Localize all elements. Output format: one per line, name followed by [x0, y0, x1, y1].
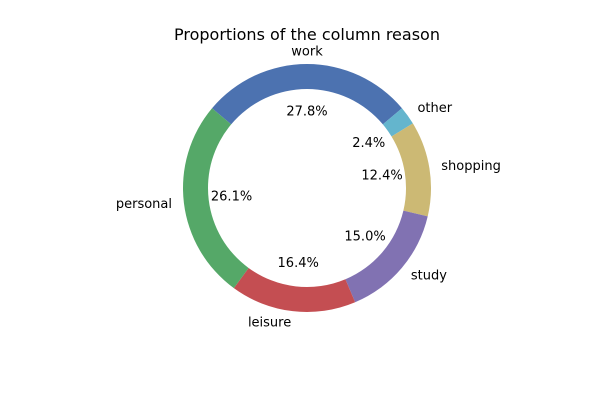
- slice-shopping: [391, 123, 431, 217]
- percent-label-shopping: 12.4%: [361, 169, 402, 184]
- slice-personal: [183, 108, 249, 289]
- category-label-other: other: [417, 101, 452, 116]
- slice-other: [382, 108, 413, 137]
- percent-label-work: 27.8%: [286, 105, 327, 120]
- category-label-study: study: [411, 268, 447, 283]
- percent-label-other: 2.4%: [352, 136, 385, 151]
- chart-title: Proportions of the column reason: [174, 25, 440, 44]
- slice-study: [345, 210, 428, 303]
- percent-label-leisure: 16.4%: [278, 256, 319, 271]
- slices-group: [183, 64, 431, 312]
- percent-label-personal: 26.1%: [211, 190, 252, 205]
- category-label-leisure: leisure: [248, 316, 291, 331]
- category-label-work: work: [291, 45, 323, 60]
- percentage-labels-group: 27.8% 2.4% 12.4% 15.0% 16.4% 26.1%: [211, 105, 403, 271]
- category-label-personal: personal: [116, 197, 172, 212]
- category-label-shopping: shopping: [441, 159, 501, 174]
- slice-leisure: [233, 267, 356, 312]
- slice-work: [212, 64, 402, 125]
- category-labels-group: work other shopping study leisure personal: [116, 45, 501, 331]
- percent-label-study: 15.0%: [344, 230, 385, 245]
